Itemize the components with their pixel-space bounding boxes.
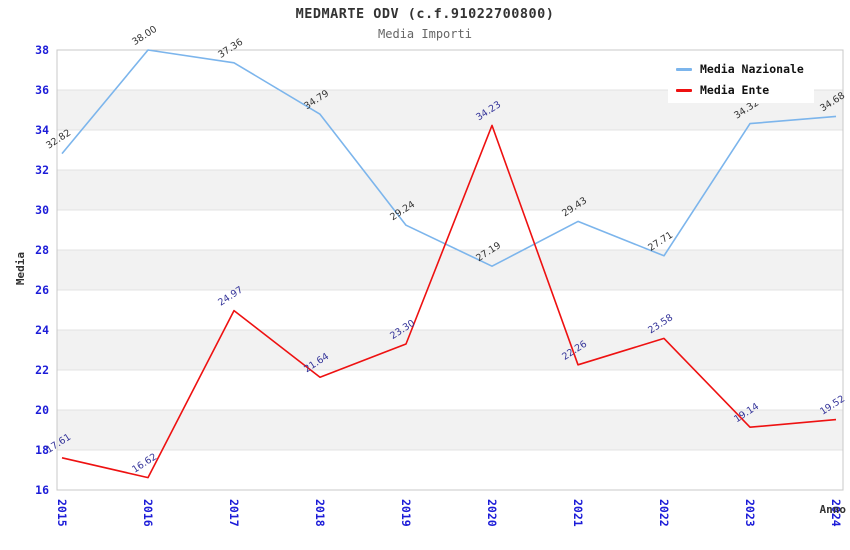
legend-item-media-nazionale[interactable]: Media Nazionale	[676, 62, 804, 76]
legend-label: Media Ente	[700, 83, 770, 97]
grid-band	[57, 170, 843, 210]
grid-band	[57, 250, 843, 290]
plot-border	[56, 49, 844, 491]
y-tick-label: 32	[35, 163, 49, 177]
x-axis-title: Anno	[819, 503, 847, 516]
grid-band	[57, 450, 843, 490]
y-tick-label: 16	[35, 483, 49, 497]
x-tick-label: 2015	[55, 499, 69, 527]
x-tick-label: 2023	[743, 499, 757, 527]
y-tick-label: 28	[35, 243, 49, 257]
y-tick-label: 38	[35, 43, 49, 57]
x-tick-label: 2019	[399, 499, 413, 527]
legend-item-media-ente[interactable]: Media Ente	[676, 83, 804, 97]
x-tick-label: 2022	[657, 499, 671, 527]
series-line-media-nazionale	[61, 49, 837, 268]
line-swatch-icon	[676, 67, 692, 71]
y-tick-label: 24	[35, 323, 49, 337]
x-tick-label: 2021	[571, 499, 585, 527]
grid-band	[57, 130, 843, 170]
y-tick-label: 18	[35, 443, 49, 457]
y-tick-label: 22	[35, 363, 49, 377]
grid-band	[57, 370, 843, 410]
chart-subtitle: Media Importi	[378, 27, 472, 41]
y-tick-label: 20	[35, 403, 49, 417]
grid-band	[57, 410, 843, 450]
grid-band	[57, 290, 843, 330]
grid-band	[57, 330, 843, 370]
x-tick-label: 2016	[141, 499, 155, 527]
chart-title: MEDMARTE ODV (c.f.91022700800)	[295, 6, 555, 22]
y-tick-label: 30	[35, 203, 49, 217]
series-line-media-ente	[61, 124, 837, 479]
x-tick-label: 2020	[485, 499, 499, 527]
y-axis-title: Media	[14, 251, 28, 286]
y-tick-label: 36	[35, 83, 49, 97]
legend-label: Media Nazionale	[700, 62, 804, 76]
x-tick-label: 2024	[829, 499, 843, 527]
chart-legend: Media Nazionale Media Ente	[668, 57, 814, 103]
line-swatch-icon	[676, 88, 692, 92]
x-tick-label: 2017	[227, 499, 241, 527]
x-tick-label: 2018	[313, 499, 327, 527]
y-tick-label: 26	[35, 283, 49, 297]
y-tick-label: 34	[35, 123, 49, 137]
